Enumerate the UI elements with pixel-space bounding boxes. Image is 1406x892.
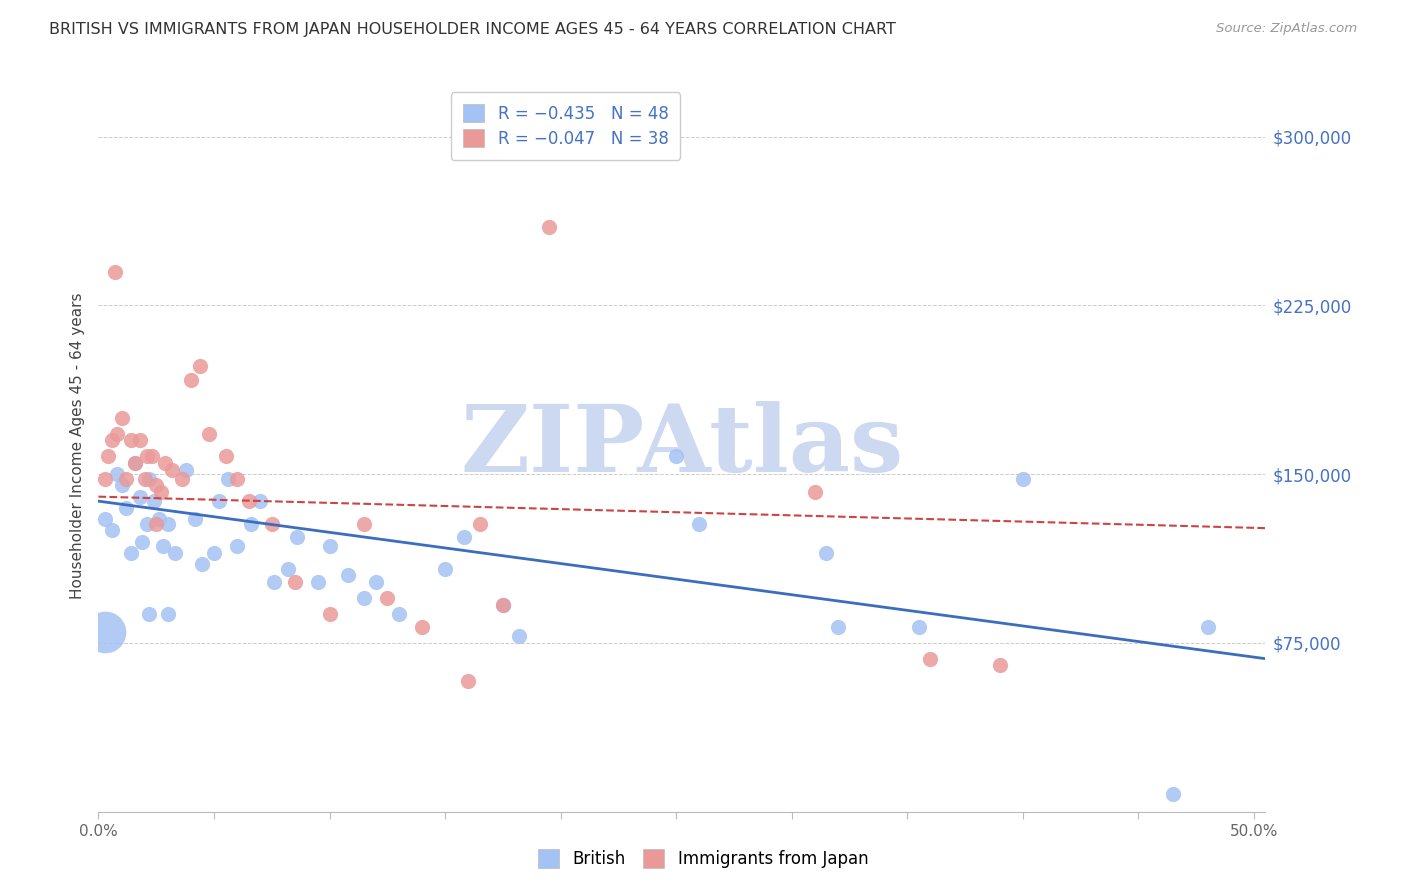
Point — [1011, 472, 1033, 486]
Point — [94, 472, 117, 486]
Point — [434, 562, 457, 576]
Point — [468, 516, 491, 531]
Point — [184, 512, 207, 526]
Point — [217, 472, 239, 486]
Point — [1197, 620, 1219, 634]
Point — [110, 410, 132, 425]
Point — [277, 562, 299, 576]
Point — [129, 490, 152, 504]
Point — [249, 494, 271, 508]
Point — [97, 449, 120, 463]
Point — [105, 426, 128, 441]
Point — [226, 539, 249, 553]
Point — [120, 434, 142, 448]
Point — [94, 624, 117, 639]
Point — [188, 359, 211, 373]
Point — [155, 456, 177, 470]
Point — [337, 568, 360, 582]
Point — [110, 478, 132, 492]
Point — [156, 516, 179, 531]
Point — [149, 485, 172, 500]
Point — [174, 462, 197, 476]
Point — [124, 456, 146, 470]
Point — [115, 472, 138, 486]
Point — [239, 516, 262, 531]
Text: BRITISH VS IMMIGRANTS FROM JAPAN HOUSEHOLDER INCOME AGES 45 - 64 YEARS CORRELATI: BRITISH VS IMMIGRANTS FROM JAPAN HOUSEHO… — [49, 22, 896, 37]
Point — [141, 449, 163, 463]
Point — [492, 598, 515, 612]
Point — [688, 516, 710, 531]
Text: Source: ZipAtlas.com: Source: ZipAtlas.com — [1216, 22, 1357, 36]
Point — [353, 516, 375, 531]
Point — [988, 658, 1011, 673]
Point — [202, 546, 225, 560]
Point — [508, 629, 530, 643]
Point — [198, 426, 221, 441]
Point — [411, 620, 433, 634]
Point — [207, 494, 229, 508]
Point — [537, 219, 560, 234]
Point — [815, 546, 838, 560]
Point — [145, 516, 167, 531]
Point — [492, 598, 515, 612]
Point — [284, 575, 307, 590]
Point — [827, 620, 849, 634]
Point — [364, 575, 387, 590]
Text: ZIPAtlas: ZIPAtlas — [460, 401, 904, 491]
Point — [318, 539, 340, 553]
Point — [1161, 787, 1184, 801]
Point — [134, 472, 156, 486]
Point — [263, 575, 285, 590]
Point — [101, 524, 124, 538]
Point — [260, 516, 283, 531]
Point — [191, 557, 214, 571]
Point — [104, 264, 127, 278]
Point — [94, 512, 117, 526]
Point — [131, 534, 153, 549]
Point — [180, 373, 202, 387]
Point — [115, 500, 138, 515]
Point — [665, 449, 688, 463]
Point — [163, 546, 186, 560]
Y-axis label: Householder Income Ages 45 - 64 years: Householder Income Ages 45 - 64 years — [70, 293, 86, 599]
Point — [318, 607, 340, 621]
Point — [142, 494, 165, 508]
Legend: British, Immigrants from Japan: British, Immigrants from Japan — [531, 843, 875, 875]
Point — [105, 467, 128, 482]
Point — [453, 530, 475, 544]
Point — [145, 478, 167, 492]
Point — [388, 607, 411, 621]
Point — [238, 494, 260, 508]
Point — [285, 530, 308, 544]
Point — [804, 485, 827, 500]
Point — [101, 434, 124, 448]
Point — [152, 539, 174, 553]
Point — [214, 449, 236, 463]
Point — [129, 434, 152, 448]
Point — [120, 546, 142, 560]
Point — [375, 591, 398, 605]
Point — [307, 575, 329, 590]
Point — [170, 472, 193, 486]
Point — [136, 449, 159, 463]
Point — [162, 462, 184, 476]
Point — [226, 472, 249, 486]
Point — [353, 591, 375, 605]
Point — [907, 620, 929, 634]
Point — [136, 516, 159, 531]
Legend: R = −0.435   N = 48, R = −0.047   N = 38: R = −0.435 N = 48, R = −0.047 N = 38 — [451, 92, 681, 160]
Point — [138, 472, 160, 486]
Point — [148, 512, 170, 526]
Point — [138, 607, 160, 621]
Point — [156, 607, 179, 621]
Point — [457, 674, 479, 689]
Point — [124, 456, 146, 470]
Point — [920, 651, 942, 665]
